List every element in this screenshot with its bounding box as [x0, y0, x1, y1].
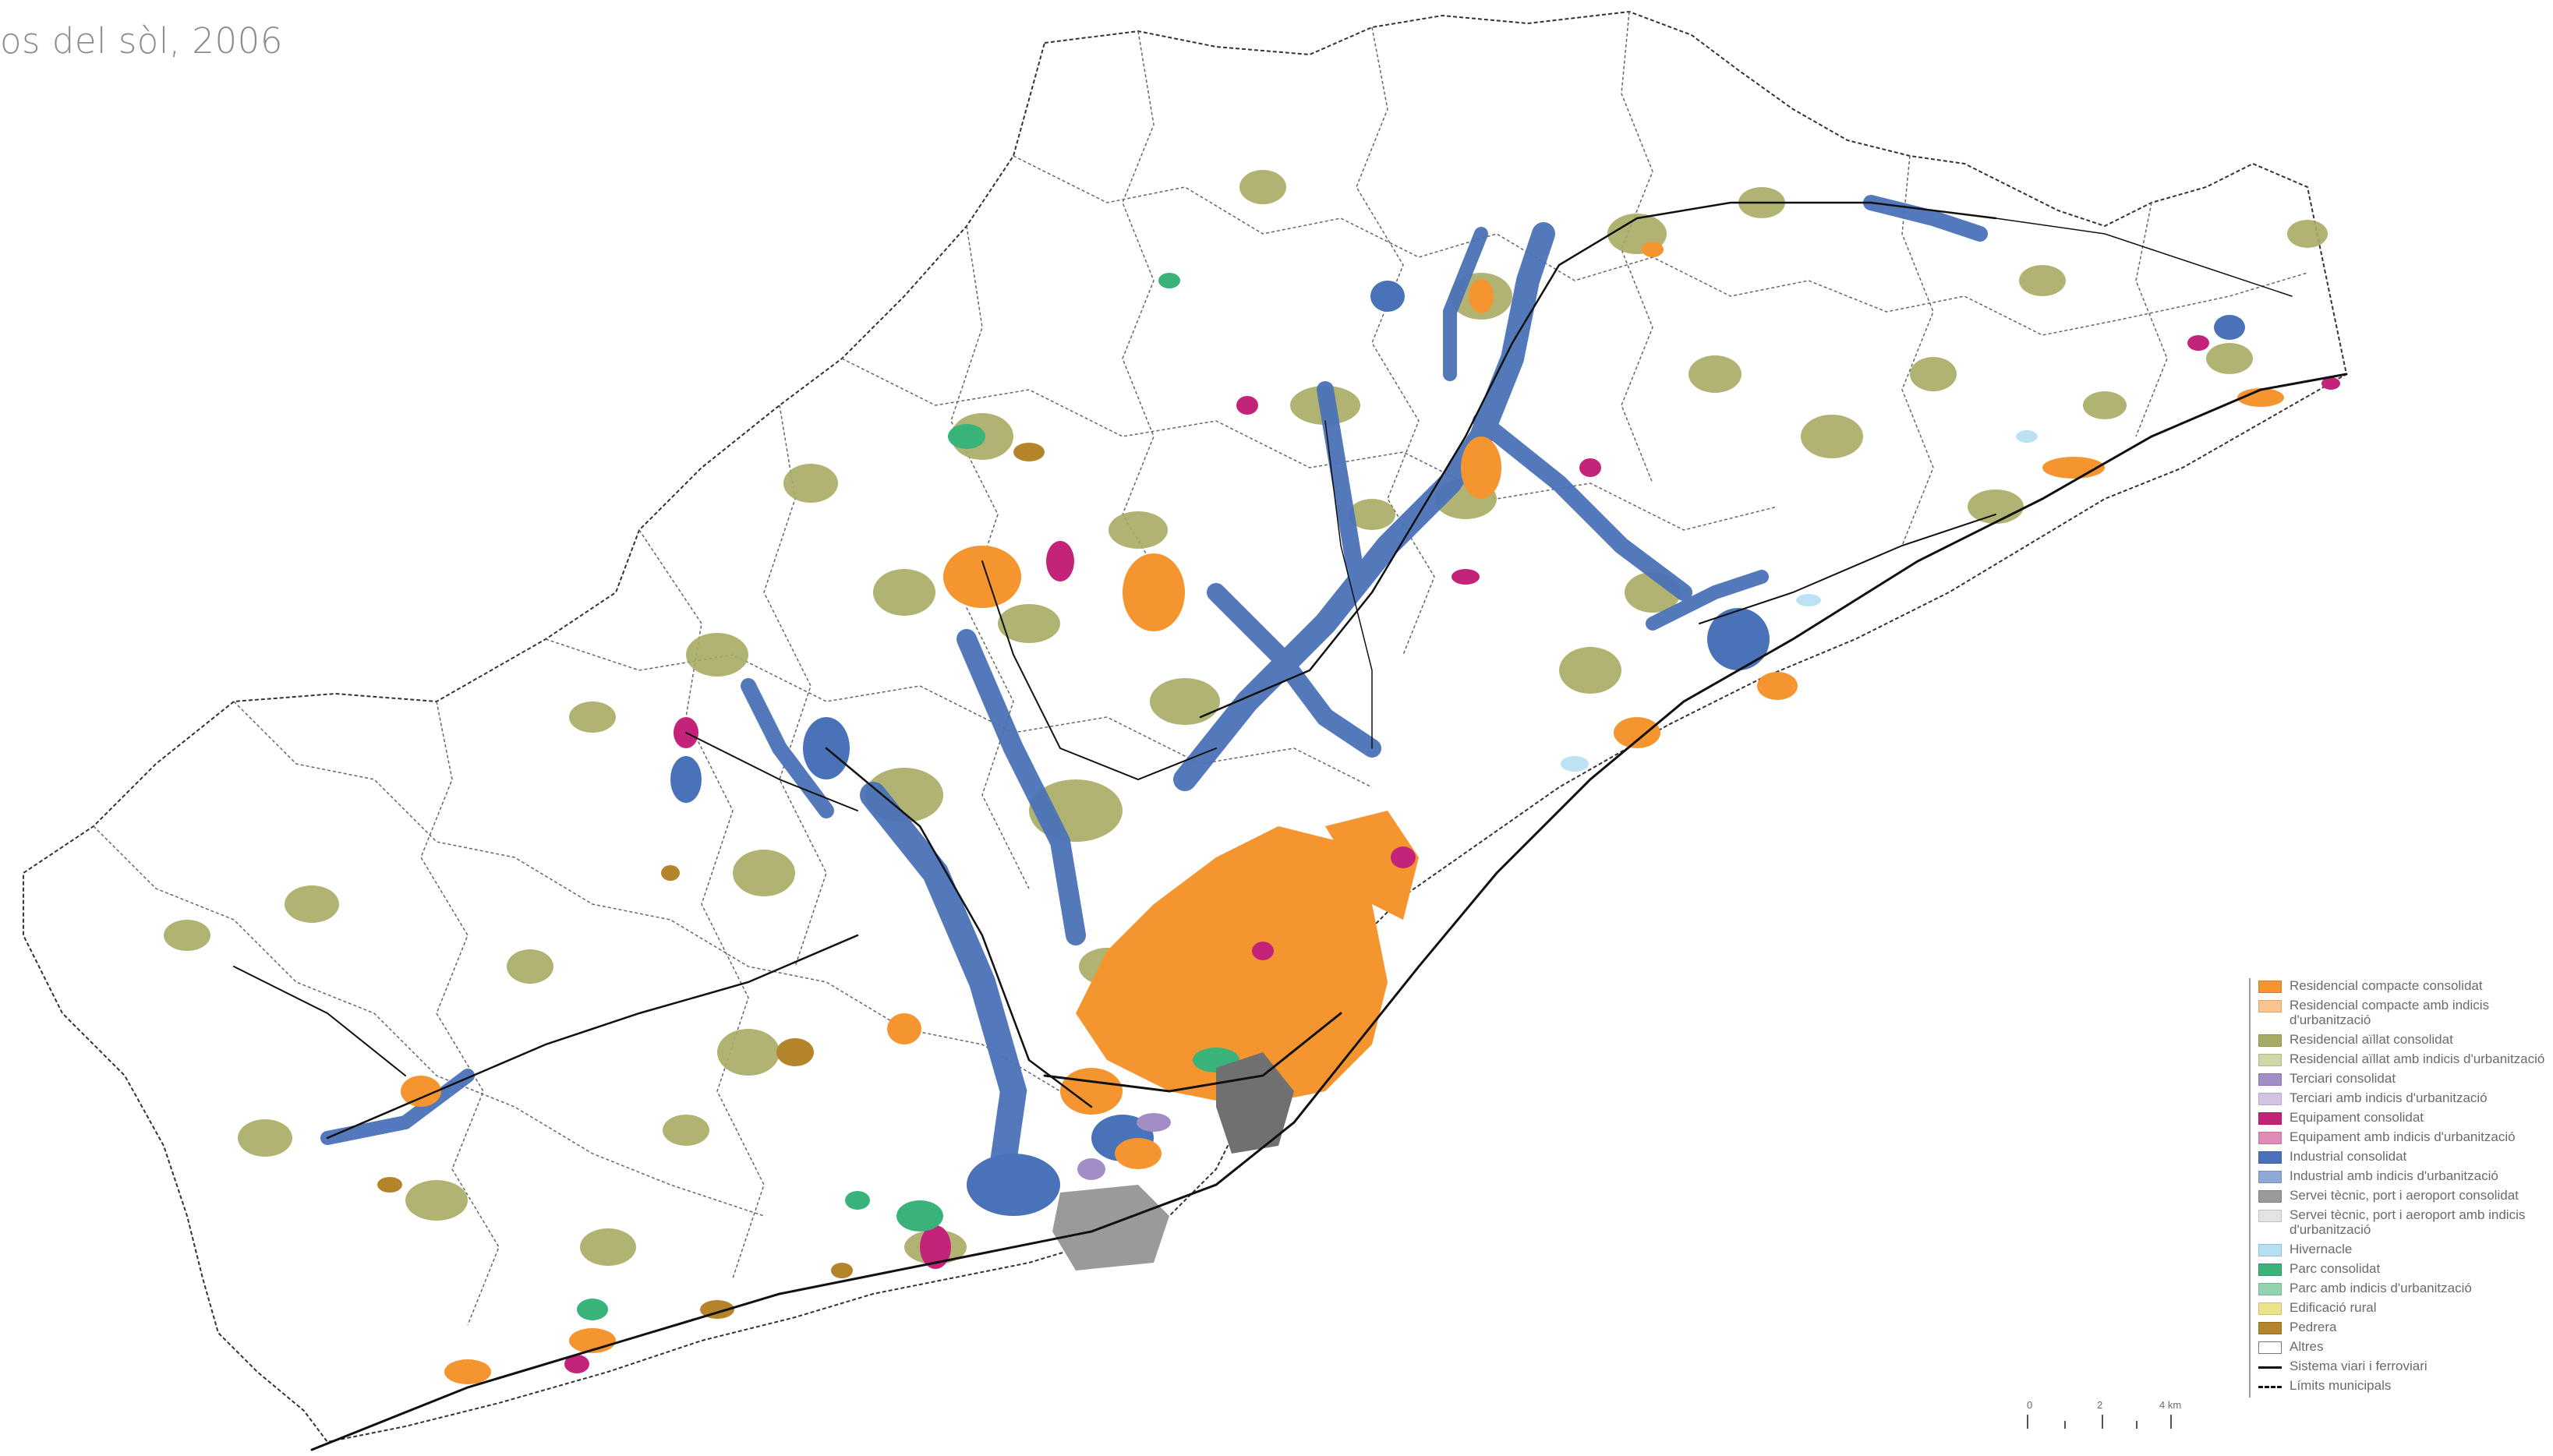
legend-swatch: [2258, 1000, 2282, 1012]
legend-label: Servei tècnic, port i aeroport amb indic…: [2290, 1207, 2526, 1237]
legend-swatch: [2258, 1210, 2282, 1222]
legend-swatch: [2258, 1073, 2282, 1086]
legend-swatch: [2258, 1171, 2282, 1183]
legend-swatch: [2258, 1380, 2282, 1393]
land-pedrera: [377, 443, 1045, 1319]
legend-label: Parc amb indicis d'urbanització: [2290, 1281, 2472, 1295]
legend-item: Edificació rural: [2258, 1300, 2553, 1315]
legend-item: Residencial aïllat consolidat: [2258, 1032, 2553, 1047]
legend-swatch: [2258, 1034, 2282, 1047]
legend-item: Industrial amb indicis d'urbanització: [2258, 1168, 2553, 1183]
legend-label: Industrial consolidat: [2290, 1149, 2407, 1164]
legend-swatch: [2258, 1341, 2282, 1354]
legend-swatch: [2258, 1190, 2282, 1203]
scale-label-4km: 4 km: [2159, 1399, 2182, 1411]
land-industrial: [320, 195, 1988, 1214]
legend-label: Residencial aïllat amb indicis d'urbanit…: [2290, 1051, 2545, 1066]
land-servei-tecnic: [1052, 1052, 1294, 1270]
legend-swatch: [2258, 1151, 2282, 1164]
legend-item: Servei tècnic, port i aeroport amb indic…: [2258, 1207, 2553, 1237]
legend-item: Equipament consolidat: [2258, 1110, 2553, 1125]
legend-swatch: [2258, 1283, 2282, 1295]
legend-swatch: [2258, 1132, 2282, 1144]
legend-label: Terciari amb indicis d'urbanització: [2290, 1090, 2488, 1105]
legend-swatch: [2258, 981, 2282, 993]
legend-swatch: [2258, 1093, 2282, 1105]
map-title: os del sòl, 2006: [0, 20, 283, 62]
legend-swatch: [2258, 1244, 2282, 1256]
map-legend: Residencial compacte consolidat Residenci…: [2249, 978, 2553, 1398]
legend-label: Residencial compacte consolidat: [2290, 978, 2483, 993]
legend-item: Industrial consolidat: [2258, 1149, 2553, 1164]
legend-label: Industrial amb indicis d'urbanització: [2290, 1168, 2498, 1183]
legend-item: Residencial compacte consolidat: [2258, 978, 2553, 993]
legend-item: Hivernacle: [2258, 1242, 2553, 1256]
legend-label: Pedrera: [2290, 1320, 2337, 1334]
legend-swatch: [2258, 1054, 2282, 1066]
legend-label: Terciari consolidat: [2290, 1071, 2396, 1086]
legend-item: Pedrera: [2258, 1320, 2553, 1334]
legend-label: Altres: [2290, 1339, 2324, 1354]
scale-tick: [2102, 1415, 2103, 1429]
legend-label: Límits municipals: [2290, 1378, 2392, 1393]
land-residencial-compacte: [401, 242, 2284, 1384]
legend-item: Equipament amb indicis d'urbanització: [2258, 1129, 2553, 1144]
road-rail-network: [233, 201, 2348, 1451]
legend-item: Servei tècnic, port i aeroport consolida…: [2258, 1188, 2553, 1203]
legend-label: Parc consolidat: [2290, 1261, 2381, 1276]
legend-label: Residencial compacte amb indicis d'urban…: [2290, 998, 2490, 1027]
legend-label: Servei tècnic, port i aeroport consolida…: [2290, 1188, 2519, 1203]
legend-item: Terciari amb indicis d'urbanització: [2258, 1090, 2553, 1105]
scale-bar: 0 2 4 km: [2027, 1399, 2183, 1446]
scale-tick: [2170, 1415, 2172, 1429]
scale-label-2: 2: [2097, 1399, 2103, 1411]
land-parc: [577, 273, 1239, 1320]
land-hivernacle: [1561, 430, 2038, 772]
legend-label: Equipament amb indicis d'urbanització: [2290, 1129, 2516, 1144]
legend-item: Altres: [2258, 1339, 2553, 1354]
legend-item: Parc amb indicis d'urbanització: [2258, 1281, 2553, 1295]
legend-swatch: [2258, 1322, 2282, 1334]
region-boundary: [23, 10, 2348, 1444]
legend-item: Límits municipals: [2258, 1378, 2553, 1393]
legend-item: Parc consolidat: [2258, 1261, 2553, 1276]
legend-label: Hivernacle: [2290, 1242, 2353, 1256]
legend-item: Residencial compacte amb indicis d'urban…: [2258, 998, 2553, 1027]
legend-label: Edificació rural: [2290, 1300, 2377, 1315]
land-terciari: [1077, 1113, 1171, 1180]
legend-swatch: [2258, 1263, 2282, 1276]
legend-swatch: [2258, 1112, 2282, 1125]
legend-item: Sistema viari i ferroviari: [2258, 1359, 2553, 1373]
legend-item: Residencial aïllat amb indicis d'urbanit…: [2258, 1051, 2553, 1066]
scale-tick: [2027, 1415, 2028, 1429]
legend-swatch: [2258, 1361, 2282, 1373]
legend-label: Equipament consolidat: [2290, 1110, 2424, 1125]
scale-tick: [2136, 1421, 2138, 1429]
legend-label: Sistema viari i ferroviari: [2290, 1359, 2427, 1373]
legend-item: Terciari consolidat: [2258, 1071, 2553, 1086]
scale-tick: [2064, 1421, 2066, 1429]
scale-label-0: 0: [2027, 1399, 2033, 1411]
legend-swatch: [2258, 1302, 2282, 1315]
legend-label: Residencial aïllat consolidat: [2290, 1032, 2453, 1047]
